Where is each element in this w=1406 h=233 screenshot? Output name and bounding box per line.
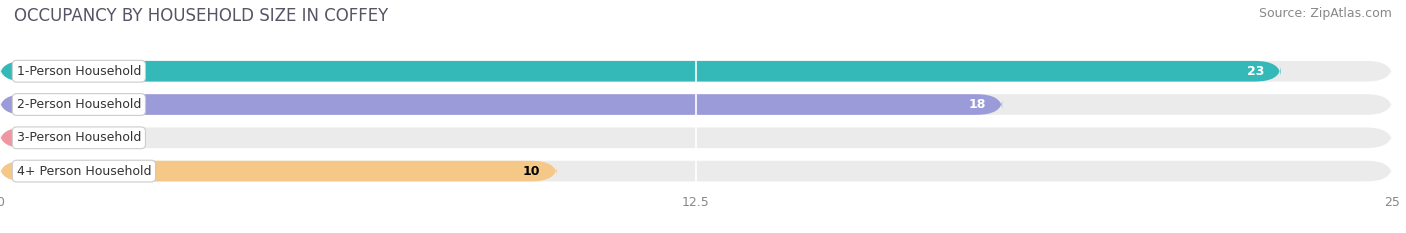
FancyBboxPatch shape [0,161,1392,182]
Text: 0: 0 [122,131,131,144]
FancyBboxPatch shape [0,94,1392,115]
Text: 23: 23 [1247,65,1264,78]
FancyBboxPatch shape [0,61,1281,82]
FancyBboxPatch shape [0,94,1002,115]
Text: OCCUPANCY BY HOUSEHOLD SIZE IN COFFEY: OCCUPANCY BY HOUSEHOLD SIZE IN COFFEY [14,7,388,25]
Text: 18: 18 [969,98,986,111]
Text: 2-Person Household: 2-Person Household [17,98,141,111]
Text: 3-Person Household: 3-Person Household [17,131,141,144]
FancyBboxPatch shape [0,127,100,148]
Text: 1-Person Household: 1-Person Household [17,65,141,78]
Text: 10: 10 [523,164,540,178]
FancyBboxPatch shape [0,161,557,182]
FancyBboxPatch shape [0,127,1392,148]
FancyBboxPatch shape [0,61,1392,82]
Text: Source: ZipAtlas.com: Source: ZipAtlas.com [1258,7,1392,20]
Text: 4+ Person Household: 4+ Person Household [17,164,152,178]
